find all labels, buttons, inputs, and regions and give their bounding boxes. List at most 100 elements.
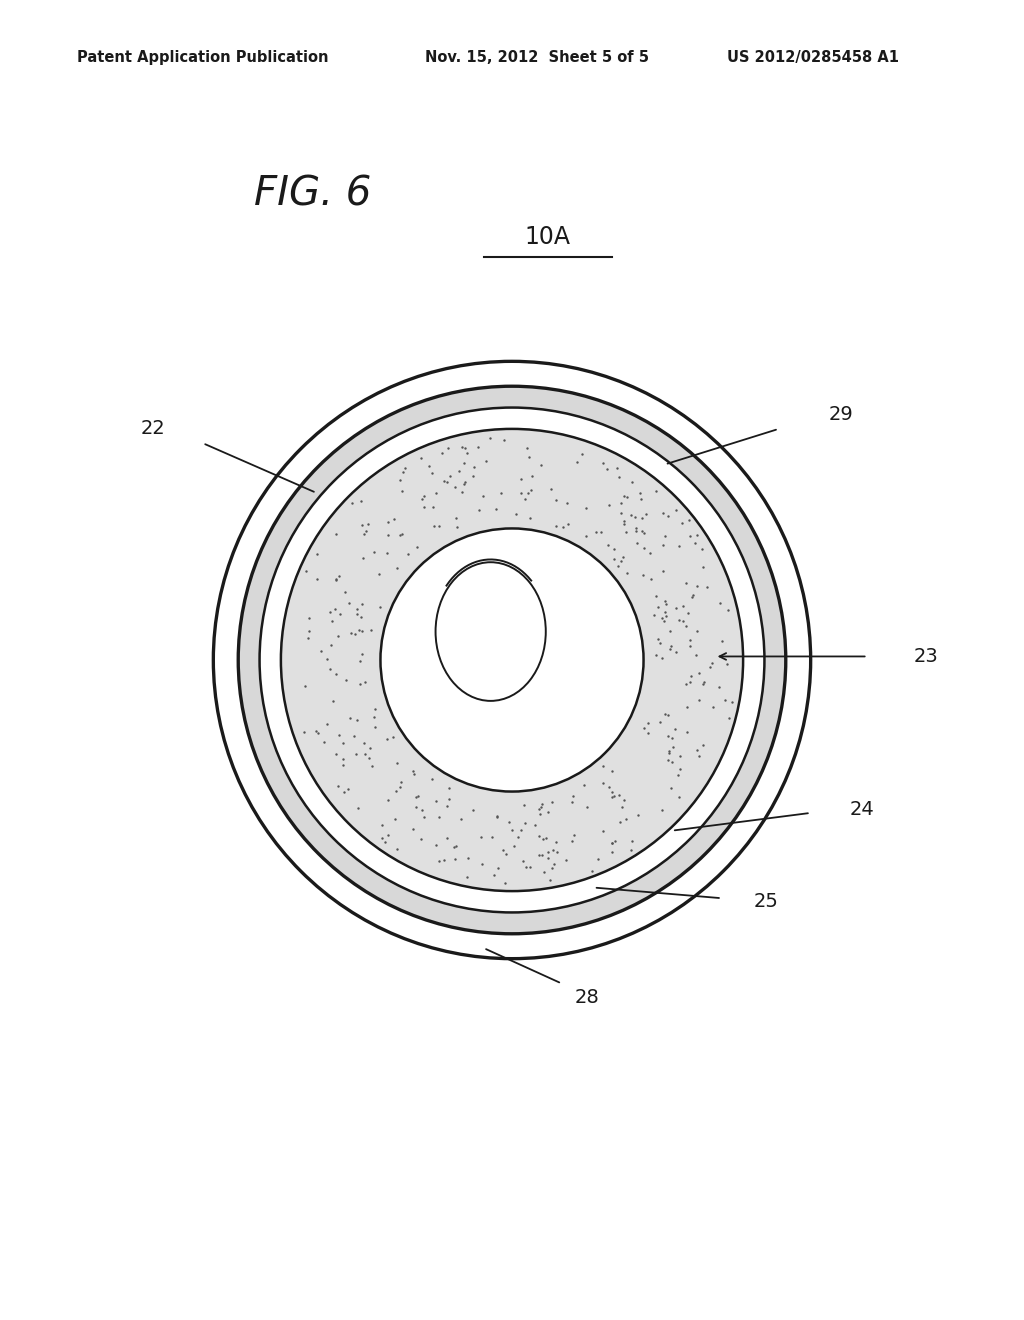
Point [540, 841, 556, 862]
Point [470, 437, 486, 458]
Point [318, 714, 335, 735]
Point [584, 861, 600, 882]
Point [355, 733, 372, 754]
Point [655, 535, 672, 556]
Point [714, 630, 730, 651]
Point [675, 595, 691, 616]
Point [465, 466, 481, 487]
Point [498, 843, 514, 865]
Point [309, 568, 326, 589]
Point [416, 486, 432, 507]
Point [618, 486, 635, 507]
Point [657, 605, 674, 626]
Point [518, 857, 535, 878]
Point [324, 610, 340, 631]
Point [457, 438, 473, 459]
Point [610, 556, 627, 577]
Point [394, 524, 411, 545]
Point [454, 482, 470, 503]
Point [719, 653, 735, 675]
Point [431, 850, 447, 871]
Point [322, 602, 338, 623]
Point [641, 543, 657, 564]
Point [348, 743, 365, 764]
Point [517, 812, 534, 833]
Point [379, 729, 395, 750]
Point [331, 725, 347, 746]
Point [522, 479, 539, 500]
Point [521, 446, 538, 467]
Point [408, 787, 424, 808]
Point [613, 550, 630, 572]
Point [453, 808, 469, 829]
Point [343, 623, 359, 644]
Point [451, 461, 467, 482]
Point [662, 620, 678, 642]
Point [361, 738, 378, 759]
Text: 23: 23 [913, 647, 939, 667]
Point [388, 780, 404, 801]
Point [685, 585, 701, 606]
Point [541, 801, 557, 822]
Point [351, 651, 368, 672]
Point [612, 492, 629, 513]
Point [679, 696, 695, 717]
Point [659, 750, 676, 771]
Point [680, 602, 696, 623]
Point [534, 845, 550, 866]
Point [530, 843, 547, 865]
Point [623, 504, 639, 525]
Point [678, 615, 694, 636]
Point [606, 549, 623, 570]
Point [515, 795, 531, 816]
Point [671, 536, 687, 557]
Point [613, 502, 630, 523]
Point [579, 498, 595, 519]
Point [689, 576, 706, 597]
Point [323, 634, 339, 655]
Point [595, 756, 611, 777]
Point [668, 499, 684, 520]
Point [628, 506, 644, 527]
Point [527, 814, 544, 836]
Point [632, 482, 648, 503]
Point [364, 755, 380, 776]
Point [349, 598, 366, 619]
Point [328, 743, 344, 764]
Text: 28: 28 [574, 989, 599, 1007]
Point [629, 532, 645, 553]
Point [604, 842, 621, 863]
Point [689, 739, 706, 760]
Point [663, 635, 679, 656]
Text: 25: 25 [754, 892, 778, 911]
Point [595, 821, 611, 842]
Point [674, 512, 690, 533]
Point [662, 742, 678, 763]
Point [310, 722, 327, 743]
Point [327, 598, 343, 619]
Point [564, 830, 581, 851]
Point [384, 726, 400, 747]
Point [532, 454, 549, 475]
Point [442, 466, 459, 487]
Point [657, 590, 674, 611]
Point [689, 620, 706, 642]
Point [372, 597, 388, 618]
Point [428, 483, 444, 504]
Point [607, 830, 624, 851]
Point [460, 847, 476, 869]
Point [497, 873, 513, 894]
Point [374, 828, 390, 849]
Point [332, 603, 348, 624]
Point [388, 838, 404, 859]
Point [662, 639, 678, 660]
Point [615, 513, 632, 535]
Point [331, 565, 347, 586]
Point [501, 812, 517, 833]
Point [671, 787, 687, 808]
Point [391, 776, 408, 797]
Point [439, 438, 456, 459]
Point [328, 664, 344, 685]
Point [613, 796, 630, 817]
Point [604, 781, 621, 803]
